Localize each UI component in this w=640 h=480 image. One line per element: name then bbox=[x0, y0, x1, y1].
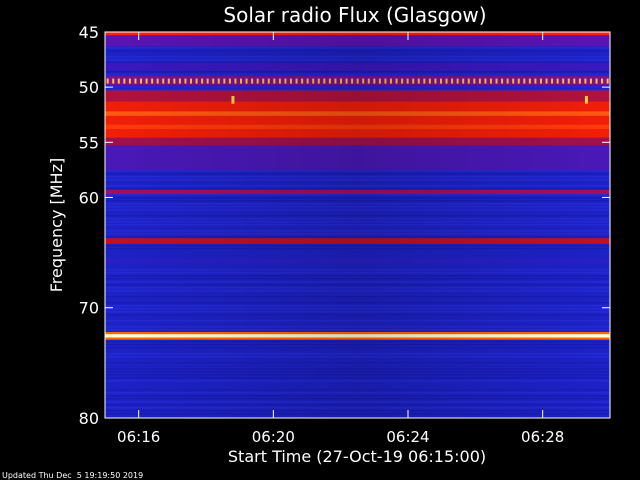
plot-frame bbox=[104, 31, 611, 419]
x-axis-label: Start Time (27-Oct-19 06:15:00) bbox=[228, 447, 486, 466]
y-tick-label: 50 bbox=[79, 78, 99, 97]
x-tick-label: 06:20 bbox=[252, 428, 295, 446]
plot-area bbox=[104, 31, 611, 419]
shading-overlay bbox=[105, 32, 610, 418]
y-tick-label: 45 bbox=[79, 23, 99, 42]
y-axis: 45 50 55 60 70 80 bbox=[79, 23, 610, 428]
y-tick-label: 70 bbox=[79, 299, 99, 318]
x-tick-label: 06:24 bbox=[386, 428, 429, 446]
updated-footer: Updated Thu Dec 5 19:19:50 2019 bbox=[2, 471, 143, 480]
x-tick-label: 06:16 bbox=[117, 428, 160, 446]
x-axis: 06:16 06:20 06:24 06:28 bbox=[117, 32, 564, 446]
y-axis-label: Frequency [MHz] bbox=[47, 158, 66, 292]
y-tick-label: 60 bbox=[79, 188, 99, 207]
x-tick-label: 06:28 bbox=[521, 428, 564, 446]
y-tick-label: 55 bbox=[79, 133, 99, 152]
y-tick-label: 80 bbox=[79, 409, 99, 428]
chart-title: Solar radio Flux (Glasgow) bbox=[223, 3, 486, 27]
